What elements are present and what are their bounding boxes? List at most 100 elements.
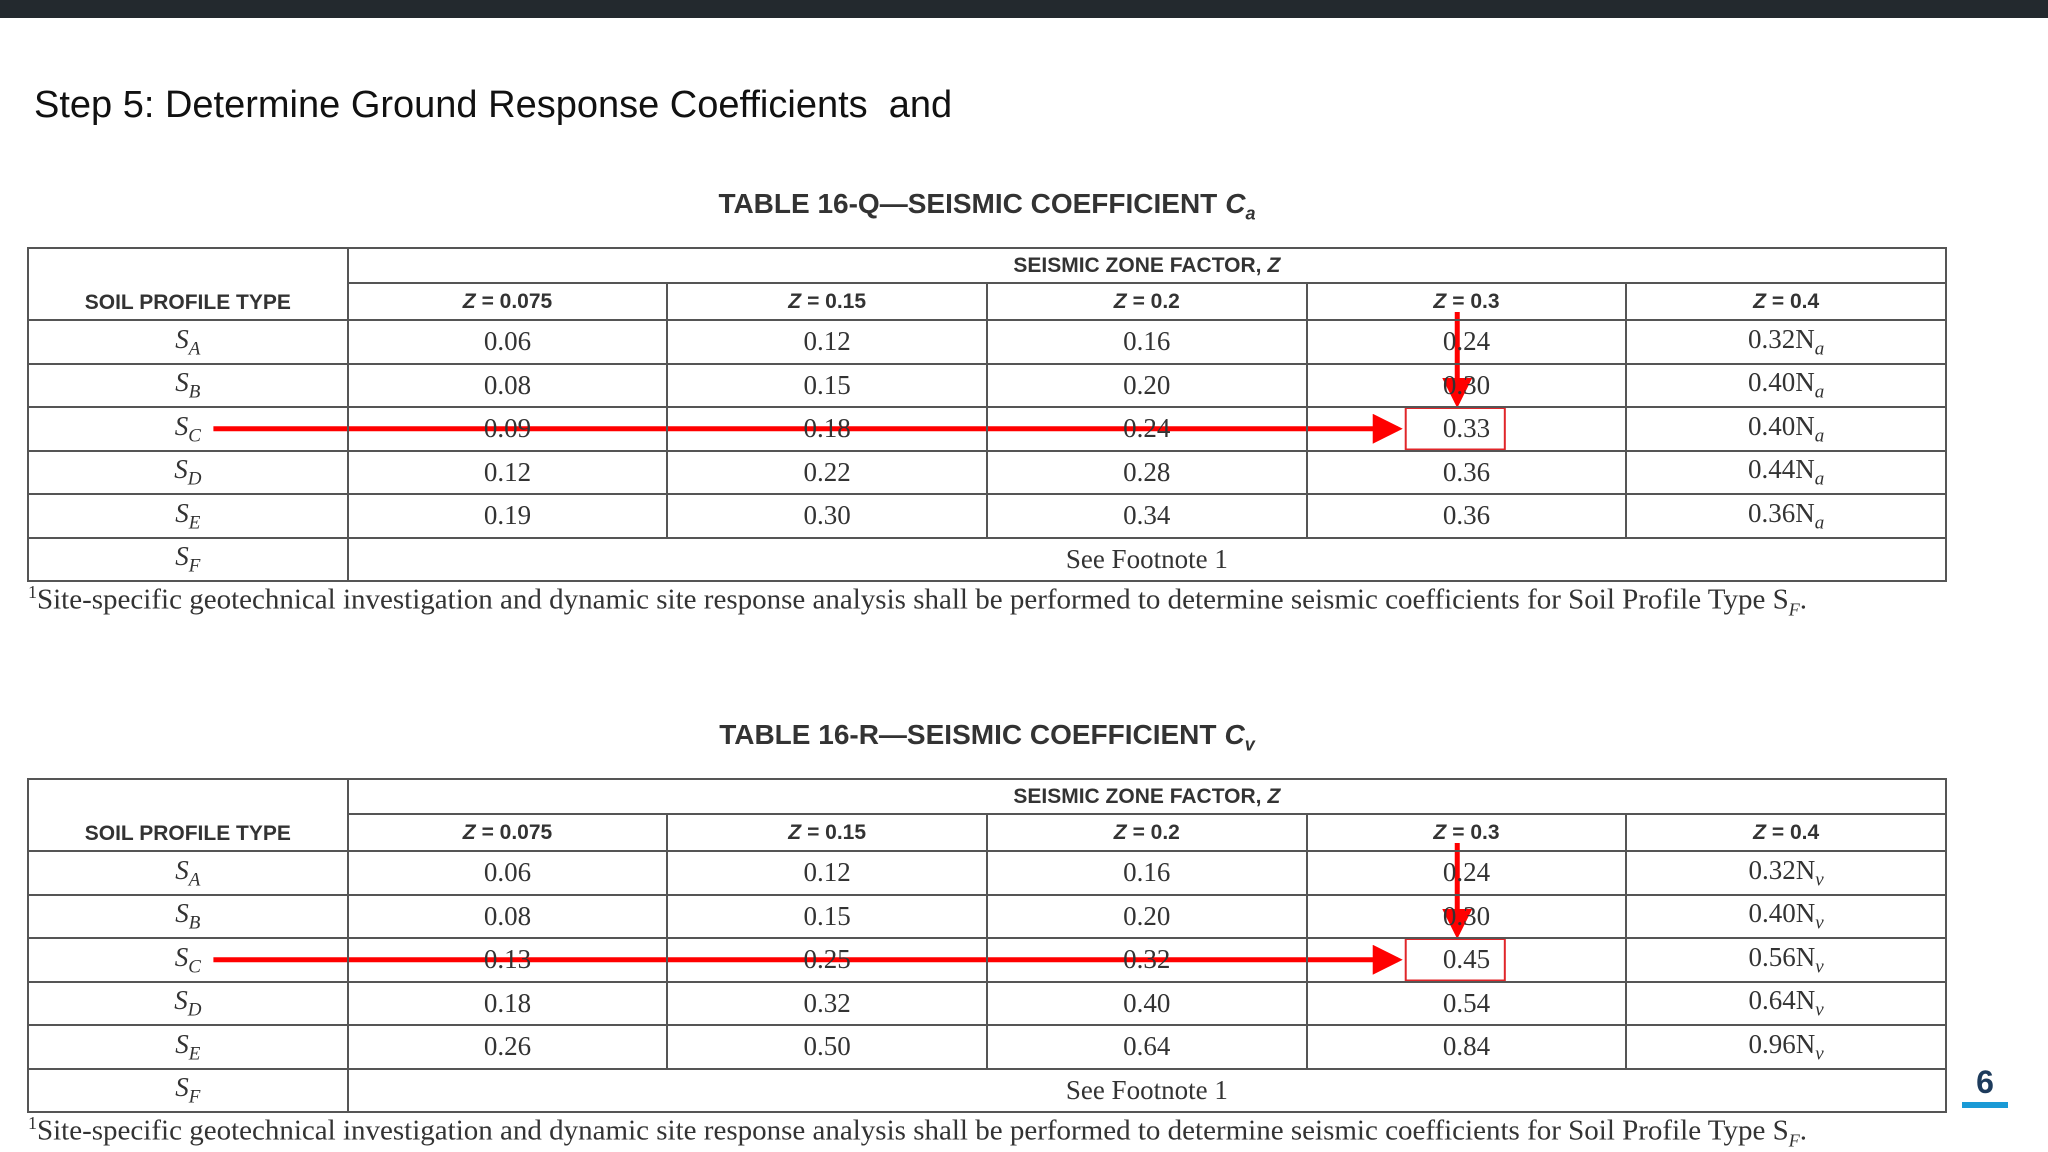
footnote-end: .	[1799, 583, 1807, 616]
cell-subscript: v	[1815, 999, 1824, 1021]
footnote-end: .	[1799, 1114, 1807, 1147]
cell-value: 0.30	[803, 500, 851, 531]
cell-value: 0.54	[1442, 987, 1491, 1018]
data-row: SA 0.06 0.12 0.16 0.24 0.32Nv	[27, 850, 1947, 896]
cell-value: 0.36	[1442, 456, 1491, 487]
soil-type: SB	[27, 362, 349, 408]
data-row: SF See Footnote 1	[27, 536, 1948, 582]
cell-value: 0.15	[803, 900, 851, 931]
column-value: = 0.3	[1452, 289, 1500, 313]
cell-value: 0.28	[1123, 456, 1171, 487]
footnote-mark: 1	[28, 1113, 37, 1133]
footnote-reference: See Footnote 1	[346, 1067, 1948, 1113]
cell: 0.20	[985, 893, 1308, 939]
cell-value: 0.08	[483, 900, 532, 931]
column-header: Z = 0.2	[985, 813, 1308, 852]
header-row: SOIL PROFILE TYPE SEISMIC ZONE FACTOR, Z	[27, 778, 1948, 852]
soil-symbol: S	[175, 1028, 189, 1059]
cell-value: 0.56N	[1748, 941, 1816, 972]
cell-subscript: v	[1815, 955, 1824, 977]
cell: 0.30	[1305, 893, 1628, 939]
column-value: = 0.2	[1132, 820, 1180, 844]
table-title-symbol: C	[1224, 719, 1245, 750]
footnote-mark: 1	[28, 582, 37, 602]
cell-value: 0.96N	[1748, 1028, 1816, 1059]
cell-value: 0.20	[1123, 369, 1171, 400]
column-header: Z = 0.4	[1625, 813, 1947, 852]
data-row: SE 0.19 0.30 0.34 0.36 0.36Na	[27, 493, 1947, 539]
soil-subscript: F	[188, 555, 201, 577]
cell-subscript: a	[1814, 468, 1825, 490]
cell-value: 0.06	[483, 326, 532, 357]
column-value: = 0.4	[1771, 820, 1820, 844]
cell-value: 0.25	[803, 944, 851, 975]
footnote: 1Site-specific geotechnical investigatio…	[28, 1113, 1988, 1151]
table-title: TABLE 16-Q—SEISMIC COEFFICIENT Ca	[27, 188, 1947, 225]
cell-value: 0.64	[1123, 1031, 1171, 1062]
column-header: Z = 0.3	[1305, 813, 1628, 852]
cell-subscript: a	[1814, 381, 1825, 403]
cell-value: 0.09	[483, 413, 532, 444]
soil-type: SC	[27, 406, 349, 452]
cell: 0.18	[666, 406, 988, 452]
column-value: = 0.075	[481, 289, 553, 313]
cell: 0.96Nv	[1625, 1024, 1947, 1070]
cell: 0.36	[1305, 449, 1628, 495]
column-header: Z = 0.3	[1305, 282, 1628, 321]
cell: 0.12	[346, 449, 669, 495]
column-symbol: Z	[1753, 289, 1766, 313]
soil-type: SE	[27, 1024, 349, 1070]
cell-value: 0.06	[483, 857, 532, 888]
footnote-subscript: F	[1788, 599, 1800, 620]
soil-symbol: S	[174, 454, 188, 485]
heading: Step 5: Determine Ground Response Coeffi…	[34, 84, 953, 126]
group-header-text: SEISMIC ZONE FACTOR,	[1013, 253, 1262, 277]
column-header: Z = 0.15	[666, 813, 988, 852]
footnote-text: Site-specific geotechnical investigation…	[37, 1114, 1789, 1147]
soil-subscript: C	[188, 424, 201, 446]
soil-symbol: S	[175, 1072, 189, 1103]
column-value: = 0.15	[807, 289, 867, 313]
cell-value: 0.40N	[1748, 898, 1816, 929]
soil-subscript: D	[187, 999, 202, 1021]
page-number-underline	[1962, 1102, 2008, 1108]
group-header-symbol: Z	[1267, 784, 1281, 808]
cell: 0.24	[1305, 850, 1628, 896]
soil-type: SB	[27, 893, 349, 939]
cell-value: 0.84	[1442, 1031, 1491, 1062]
cell: 0.40Nv	[1625, 893, 1947, 939]
cell-value: 0.45	[1442, 944, 1491, 975]
cell-subscript: v	[1815, 868, 1824, 890]
column-header: Z = 0.075	[346, 813, 669, 852]
soil-symbol: S	[174, 941, 189, 972]
cell-value: 0.24	[1442, 857, 1491, 888]
cell: 0.28	[985, 449, 1308, 495]
cell-value: 0.33	[1442, 413, 1491, 444]
cell-value: 0.44N	[1748, 454, 1815, 485]
cell: 0.40Na	[1625, 406, 1947, 452]
cell: 0.09	[346, 406, 669, 452]
top-bar	[0, 0, 2048, 18]
group-header: SEISMIC ZONE FACTOR, Z	[346, 778, 1948, 815]
column-symbol: Z	[788, 820, 802, 844]
soil-type: SE	[27, 493, 349, 539]
cell: 0.32Nv	[1625, 850, 1947, 896]
table-title-subscript: v	[1244, 734, 1255, 755]
cell: 0.22	[666, 449, 988, 495]
cell: 0.50	[666, 1024, 988, 1070]
soil-symbol: S	[174, 985, 188, 1016]
column-header: Z = 0.2	[985, 282, 1308, 321]
cell: 0.64	[985, 1024, 1308, 1070]
soil-subscript: A	[188, 337, 201, 359]
cell-value: 0.24	[1442, 326, 1491, 357]
cell-value: 0.36N	[1748, 497, 1815, 528]
footnote-subscript: F	[1788, 1130, 1800, 1151]
cell-value: 0.40	[1123, 987, 1171, 1018]
soil-symbol: S	[175, 541, 189, 572]
cell-value: 0.19	[483, 500, 532, 531]
cell: 0.06	[346, 319, 669, 365]
column-symbol: Z	[462, 289, 476, 313]
soil-type: SF	[27, 1067, 349, 1113]
soil-type: SA	[27, 850, 349, 896]
row-header: SOIL PROFILE TYPE	[27, 778, 349, 852]
